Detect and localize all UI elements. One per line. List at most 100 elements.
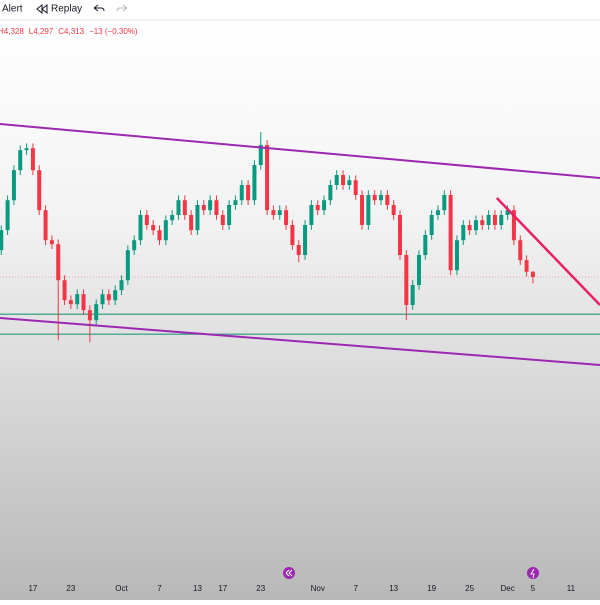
candle-body xyxy=(360,195,365,225)
candle-body xyxy=(157,230,162,241)
alert-button[interactable]: Alert xyxy=(2,4,23,15)
replay-icon xyxy=(36,3,48,15)
legend-value: C4,313 xyxy=(58,27,84,36)
candle-body xyxy=(524,260,529,272)
x-tick-label: 19 xyxy=(427,584,436,593)
candle-body xyxy=(391,205,396,215)
x-tick-label: Nov xyxy=(311,584,325,593)
candle-body xyxy=(0,230,4,251)
candle-body xyxy=(106,294,111,301)
candle-body xyxy=(511,210,516,241)
candle-body xyxy=(208,200,213,211)
candle-body xyxy=(315,205,320,211)
candle-body xyxy=(303,225,308,255)
candle-body xyxy=(24,148,29,151)
candle-body xyxy=(138,215,143,241)
candle-body xyxy=(125,250,130,281)
undo-button[interactable] xyxy=(93,4,105,12)
candle-body xyxy=(448,195,453,271)
candle-body xyxy=(461,225,466,241)
trend-line xyxy=(0,123,600,179)
candle-body xyxy=(56,244,61,281)
candle-body xyxy=(480,220,485,225)
candle-body xyxy=(68,300,73,305)
candle-body xyxy=(296,245,301,255)
candle-body xyxy=(11,170,16,201)
candle-body xyxy=(43,210,48,241)
candle-body xyxy=(144,215,149,225)
x-tick-label: 17 xyxy=(218,584,227,593)
candle-body xyxy=(372,195,377,201)
candle-body xyxy=(385,195,390,205)
chart-background xyxy=(0,20,600,600)
candle-body xyxy=(252,165,257,201)
candle-body xyxy=(410,285,415,305)
candle-body xyxy=(429,215,434,235)
candle-body xyxy=(81,294,86,311)
legend-value: H4,328 xyxy=(0,27,24,36)
x-tick-label: 13 xyxy=(193,584,202,593)
candle-body xyxy=(416,255,421,285)
candle-body xyxy=(404,255,409,305)
candle-body xyxy=(467,225,472,231)
trend-line xyxy=(495,197,600,306)
x-tick-label: 5 xyxy=(531,584,536,593)
candle-body xyxy=(94,304,99,321)
candle-body xyxy=(258,145,263,165)
event-icon-glyph xyxy=(285,569,293,577)
candle-body xyxy=(379,195,384,201)
trend-line xyxy=(0,317,600,366)
candle-body xyxy=(233,200,238,205)
candle-body xyxy=(423,235,428,255)
candle-body xyxy=(87,310,92,321)
candle-body xyxy=(176,200,181,215)
candle-body xyxy=(227,205,232,225)
legend-value: −13 (−0.30%) xyxy=(89,27,138,36)
toolbar xyxy=(0,0,600,20)
redo-button[interactable] xyxy=(116,4,128,12)
x-tick-label: 17 xyxy=(28,584,37,593)
candle-body xyxy=(473,220,478,231)
candle-body xyxy=(290,225,295,245)
candle-body xyxy=(505,210,510,215)
x-tick-label: 7 xyxy=(157,584,162,593)
candle-body xyxy=(284,210,289,225)
x-tick-label: 7 xyxy=(353,584,358,593)
candle-body xyxy=(347,180,352,185)
candle-body xyxy=(454,240,459,271)
candle-body xyxy=(201,205,206,211)
candle-body xyxy=(353,180,358,195)
candle-body xyxy=(492,215,497,225)
candle-body xyxy=(5,200,10,231)
x-tick-label: Oct xyxy=(115,584,128,593)
event-icon[interactable] xyxy=(527,567,539,579)
candle-body xyxy=(30,148,35,171)
x-tick-label: 25 xyxy=(465,584,474,593)
candle-body xyxy=(239,185,244,201)
candle-body xyxy=(271,210,276,215)
x-tick-label: 13 xyxy=(389,584,398,593)
candle-body xyxy=(182,200,187,215)
replay-button[interactable]: Replay xyxy=(51,4,82,15)
candle-body xyxy=(341,175,346,185)
candle-body xyxy=(518,240,523,261)
candle-body xyxy=(398,215,402,255)
x-tick-label: Dec xyxy=(500,584,514,593)
candle-body xyxy=(246,185,251,201)
candle-body xyxy=(75,294,80,305)
candle-body xyxy=(163,220,168,241)
candle-body xyxy=(62,280,67,301)
candle-body xyxy=(100,294,105,305)
candle-body xyxy=(170,215,175,221)
candle-body xyxy=(195,205,200,231)
x-tick-label: 23 xyxy=(256,584,265,593)
x-tick-label: 11 xyxy=(567,584,576,593)
candle-body xyxy=(113,290,118,301)
candle-body xyxy=(49,240,54,245)
candle-body xyxy=(442,195,447,211)
candle-body xyxy=(37,170,42,211)
candle-body xyxy=(220,215,225,225)
candle-body xyxy=(309,205,314,225)
ohlc-legend: H4,328 L4,297 C4,313 −13 (−0.30%) xyxy=(0,27,138,36)
